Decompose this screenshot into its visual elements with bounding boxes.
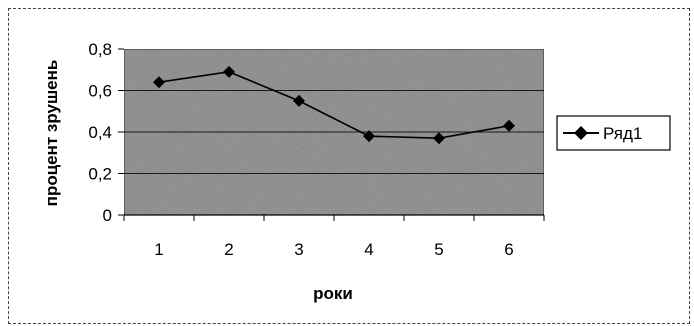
series-line: [158, 71, 510, 140]
data-point[interactable]: [153, 76, 165, 89]
data-point[interactable]: [293, 94, 305, 107]
y-tick-label: 0: [103, 206, 112, 225]
legend[interactable]: Ряд1: [556, 115, 671, 151]
legend-marker: [574, 126, 588, 140]
y-axis: 0 0,2 0,4 0,6 0,8: [88, 40, 124, 225]
y-tick-label: 0,6: [88, 82, 112, 101]
x-tick-label: 4: [364, 240, 373, 259]
series-layer: [153, 65, 515, 145]
x-tick-label: 5: [434, 240, 443, 259]
x-tick-label: 3: [294, 240, 303, 259]
x-axis: 1 2 3 4 5 6: [123, 214, 545, 259]
x-tick-label: 1: [154, 240, 163, 259]
x-tick-label: 6: [504, 240, 513, 259]
legend-label: Ряд1: [603, 124, 642, 143]
y-tick-label: 0,2: [88, 165, 112, 184]
data-point[interactable]: [363, 130, 375, 143]
data-point[interactable]: [433, 132, 445, 145]
data-point[interactable]: [223, 65, 235, 78]
y-tick-label: 0,8: [88, 40, 112, 59]
x-tick-label: 2: [224, 240, 233, 259]
y-tick-label: 0,4: [88, 123, 112, 142]
data-point[interactable]: [503, 119, 515, 132]
y-axis-title: процент зрушень: [42, 60, 61, 207]
x-axis-title: роки: [313, 284, 353, 303]
